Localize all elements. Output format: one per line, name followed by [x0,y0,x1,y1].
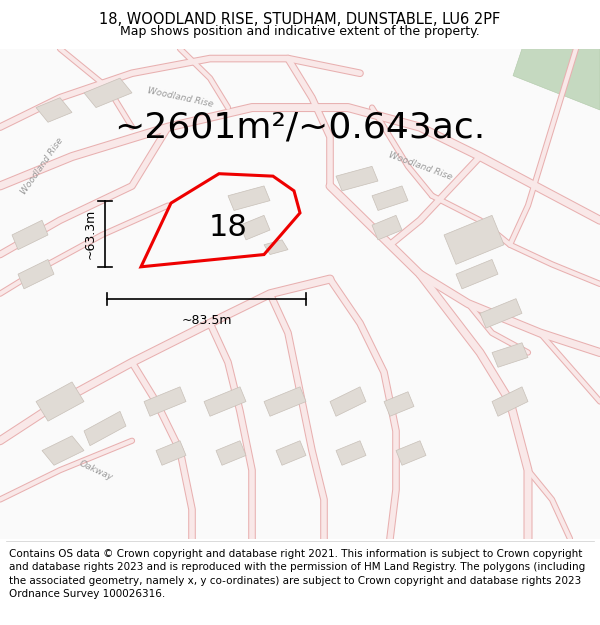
Text: 18, WOODLAND RISE, STUDHAM, DUNSTABLE, LU6 2PF: 18, WOODLAND RISE, STUDHAM, DUNSTABLE, L… [100,12,500,27]
Polygon shape [36,98,72,122]
Text: Woodland Rise: Woodland Rise [387,151,453,182]
Text: Woodland Rise: Woodland Rise [146,86,214,109]
Polygon shape [384,392,414,416]
Polygon shape [36,382,84,421]
Polygon shape [492,342,528,367]
Polygon shape [336,166,378,191]
Polygon shape [18,259,54,289]
Polygon shape [12,220,48,249]
Polygon shape [276,441,306,465]
Polygon shape [264,240,288,254]
Polygon shape [336,441,366,465]
Polygon shape [264,387,306,416]
Polygon shape [480,299,522,328]
Polygon shape [144,387,186,416]
Polygon shape [330,387,366,416]
Polygon shape [84,78,132,108]
Polygon shape [456,259,498,289]
Polygon shape [240,216,270,240]
Polygon shape [492,387,528,416]
Polygon shape [42,436,84,465]
Polygon shape [372,186,408,211]
Polygon shape [204,387,246,416]
Text: ~83.5m: ~83.5m [181,314,232,328]
Polygon shape [216,441,246,465]
Polygon shape [84,411,126,446]
Polygon shape [444,216,504,264]
Text: Contains OS data © Crown copyright and database right 2021. This information is : Contains OS data © Crown copyright and d… [9,549,585,599]
Polygon shape [156,441,186,465]
Text: 18: 18 [209,213,247,242]
Text: Woodland Rise: Woodland Rise [19,136,65,196]
Polygon shape [396,441,426,465]
Text: ~63.3m: ~63.3m [83,209,97,259]
Text: Oakway: Oakway [78,459,114,482]
Polygon shape [513,49,600,110]
Text: Map shows position and indicative extent of the property.: Map shows position and indicative extent… [120,25,480,38]
Text: ~2601m²/~0.643ac.: ~2601m²/~0.643ac. [115,110,485,144]
Polygon shape [372,216,402,240]
Polygon shape [228,186,270,211]
